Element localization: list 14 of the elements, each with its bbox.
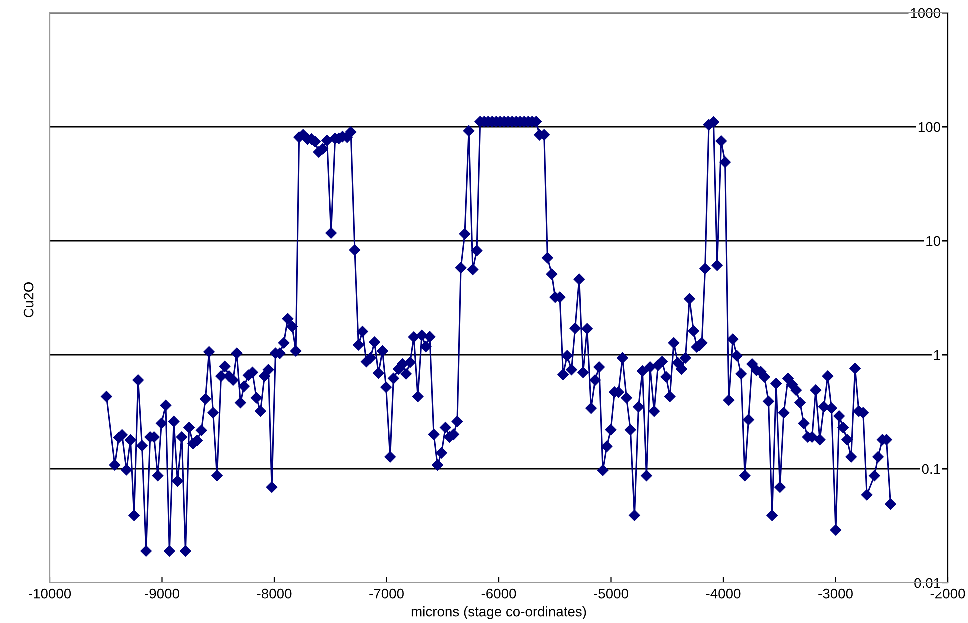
y-axis-title: Cu2O — [24, 282, 34, 318]
y-tick-label: 10 — [926, 236, 941, 246]
x-tick-label: -6000 — [482, 588, 516, 599]
x-tick-label: -9000 — [145, 588, 180, 599]
y-tick-label: 0.1 — [922, 464, 940, 474]
x-tick-label: -5000 — [594, 588, 628, 599]
x-tick-label: -7000 — [370, 588, 404, 599]
x-tick-label: -10000 — [28, 588, 72, 599]
x-tick-label: -3000 — [818, 588, 853, 599]
x-tick-label: -8000 — [257, 588, 292, 599]
x-axis-title: microns (stage co-ordinates) — [412, 606, 586, 620]
y-tick-label: 1 — [934, 350, 940, 360]
y-tick-label: 100 — [918, 122, 941, 132]
x-tick-label: -4000 — [706, 588, 741, 599]
